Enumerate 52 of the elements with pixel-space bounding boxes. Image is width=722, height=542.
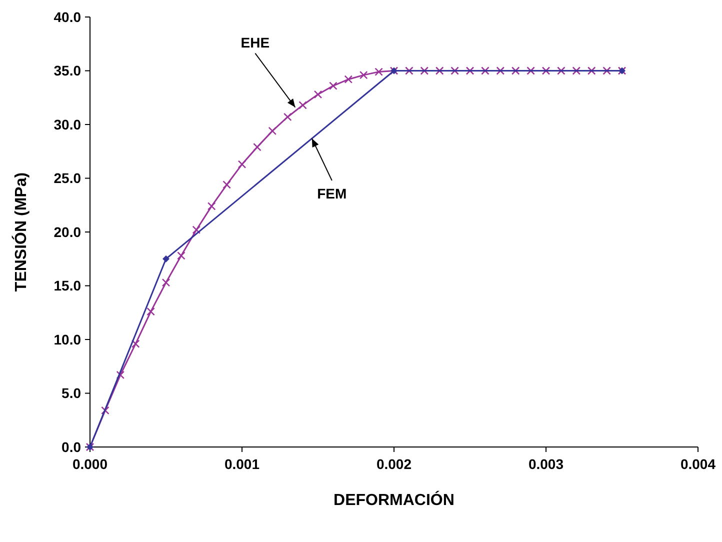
point: [238, 160, 246, 168]
point: [374, 68, 383, 76]
point: [177, 252, 186, 260]
point: [450, 66, 459, 75]
x-tick-label: 0.000: [72, 456, 108, 472]
y-tick-label: 5.0: [62, 385, 82, 402]
point: [314, 90, 322, 99]
x-tick-label: 0.004: [680, 456, 716, 472]
point: [268, 126, 277, 136]
point: [101, 406, 110, 415]
point: [131, 340, 140, 348]
y-tick-label: 35.0: [54, 62, 82, 79]
annotation: FEM: [317, 185, 347, 202]
point: [435, 66, 444, 75]
point: [496, 66, 505, 75]
point: [146, 307, 155, 316]
point: [253, 142, 262, 152]
point: [481, 66, 490, 75]
y-tick-label: 30.0: [54, 116, 82, 132]
y-tick-label: 15.0: [54, 278, 82, 294]
point: [329, 82, 338, 90]
point: [298, 101, 307, 110]
y-tick-label: 25.0: [54, 170, 82, 186]
y-tick-label: 10.0: [54, 331, 82, 348]
point: [162, 255, 170, 262]
y-tick-label: 20.0: [54, 224, 82, 240]
point: [359, 70, 368, 80]
x-tick-label: 0.003: [528, 456, 564, 472]
point: [420, 66, 429, 75]
point: [572, 66, 581, 75]
point: [344, 75, 353, 84]
point: [587, 66, 596, 75]
x-axis-title: DEFORMACIÓN: [334, 490, 454, 509]
point: [222, 180, 231, 189]
x-tick-label: 0.002: [376, 456, 412, 472]
point: [602, 66, 611, 75]
y-tick-label: 40.0: [54, 8, 82, 25]
x-tick-label: 0.001: [224, 456, 260, 472]
point: [116, 370, 125, 380]
y-axis-title: TENSIÓN (MPa): [11, 172, 30, 292]
point: [511, 66, 520, 75]
point: [557, 66, 566, 75]
y-tick-label: 0.0: [62, 438, 82, 455]
point: [283, 112, 292, 122]
point: [192, 226, 201, 234]
point: [405, 66, 414, 75]
point: [542, 66, 550, 75]
annotation: EHE: [240, 34, 270, 50]
point: [162, 278, 170, 287]
point: [526, 66, 535, 75]
point: [207, 202, 216, 210]
point: [466, 66, 474, 75]
